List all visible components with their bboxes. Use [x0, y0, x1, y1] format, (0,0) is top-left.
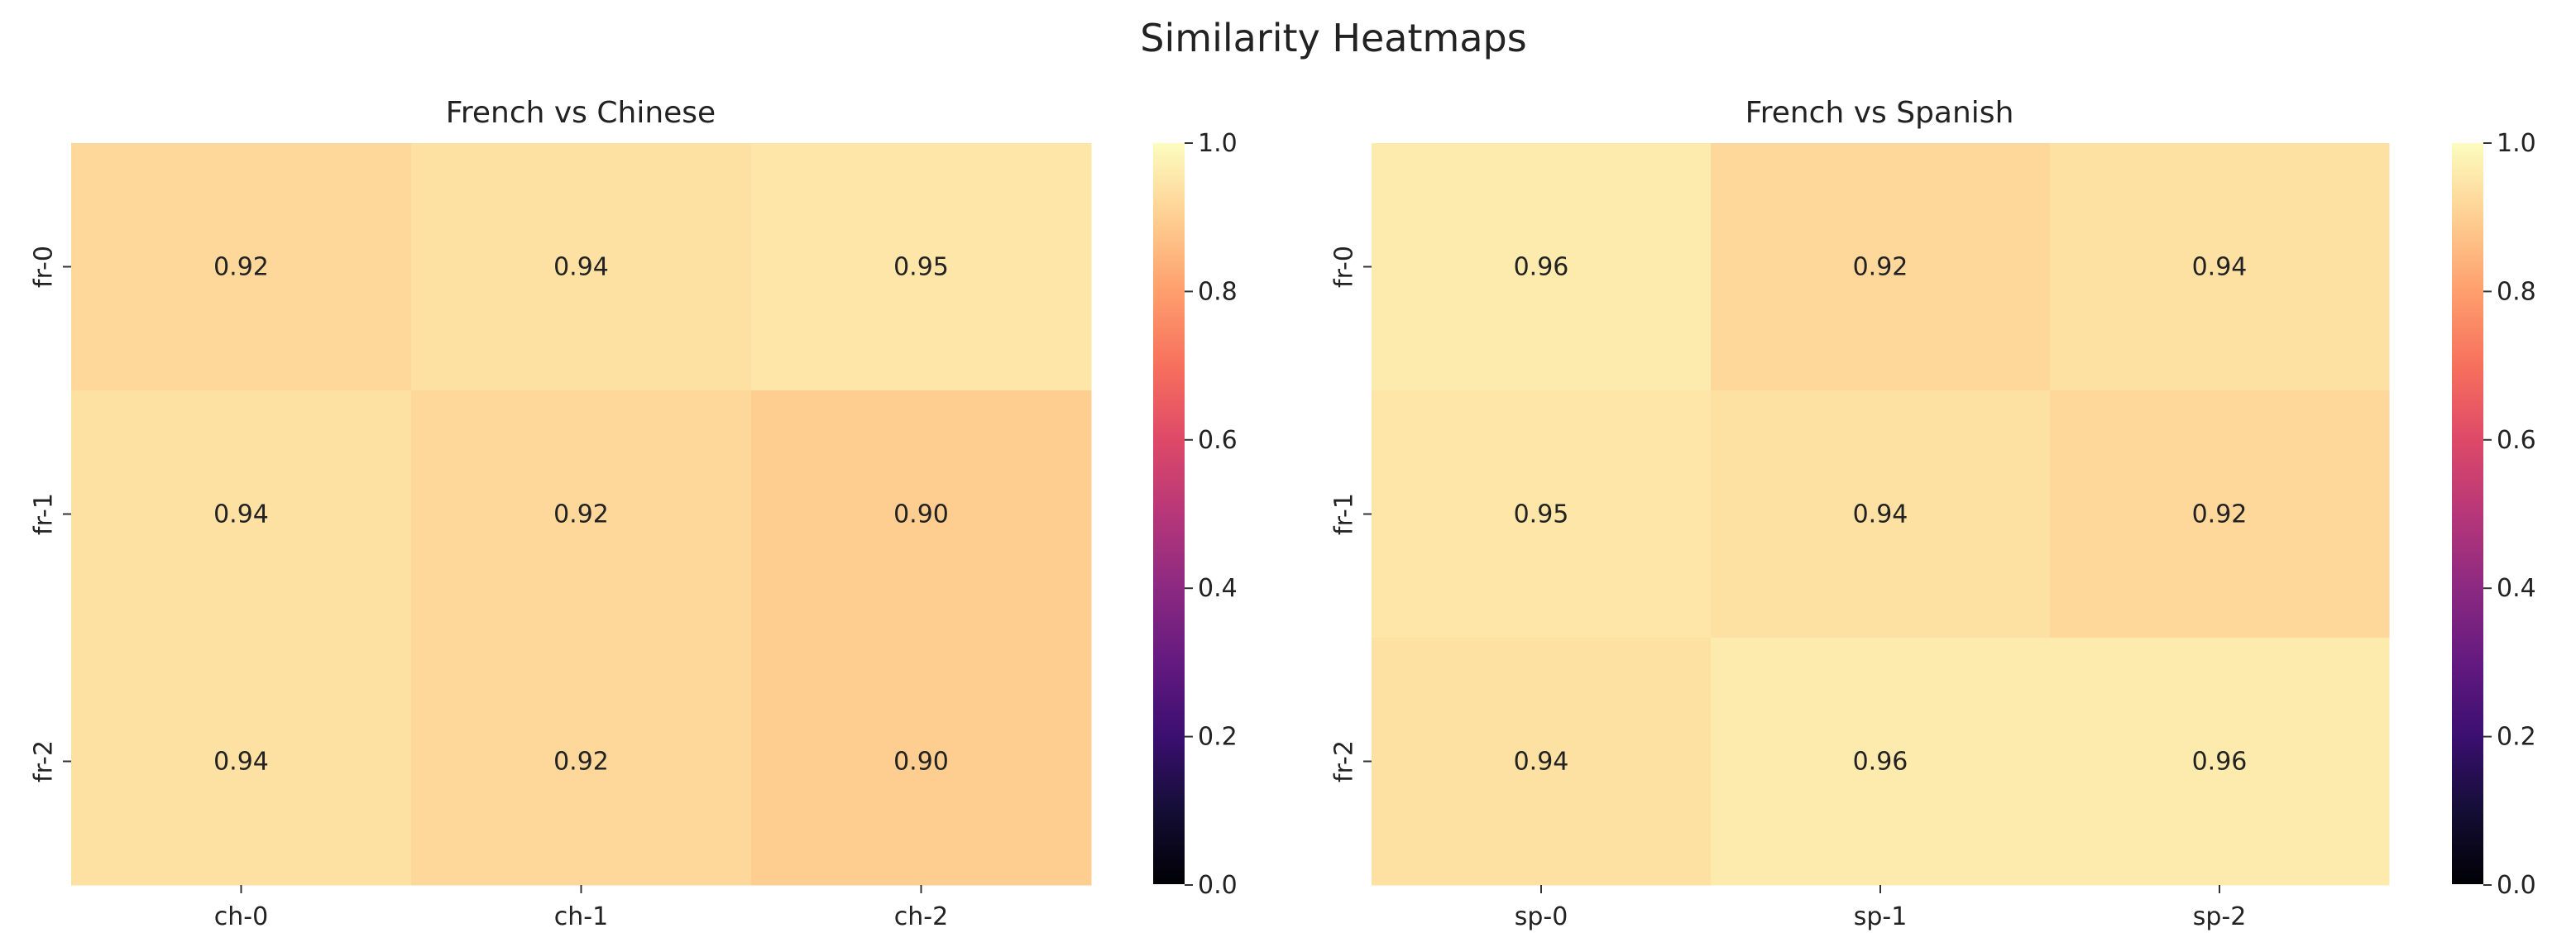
cell-value-r1-c2: 0.92 — [2192, 500, 2248, 529]
colorbar-gradient — [2452, 143, 2483, 884]
y-axis: fr-0 fr-1 fr-2 — [1330, 246, 1372, 782]
figure-title: Similarity Heatmaps — [1140, 16, 1526, 60]
colorbar-ticks: 0.0 0.2 0.4 0.6 0.8 1.0 — [2483, 129, 2536, 900]
heatmap-cell-r0-c0 — [1372, 143, 1712, 391]
colorbar-tick-label-5: 1.0 — [1198, 129, 1238, 158]
colorbar-tick-label-5: 1.0 — [2497, 129, 2536, 158]
y-tick-label-0: fr-0 — [1330, 246, 1359, 288]
cell-value-r0-c1: 0.92 — [1853, 253, 1908, 282]
heatmap-cell-r1-c0 — [71, 390, 412, 639]
colorbar-tick-label-4: 0.8 — [1198, 277, 1238, 306]
colorbar-gradient — [1153, 143, 1185, 884]
x-tick-label-0: sp-0 — [1515, 902, 1568, 931]
y-tick-label-2: fr-2 — [1330, 740, 1359, 782]
y-tick-label-1: fr-1 — [30, 493, 59, 535]
y-axis: fr-0 fr-1 fr-2 — [30, 246, 71, 782]
x-tick-label-1: sp-1 — [1854, 902, 1908, 931]
heatmap-cell-r2-c1 — [411, 638, 752, 886]
cell-value-r2-c1: 0.92 — [553, 748, 609, 777]
heatmap-cell-r2-c2 — [751, 638, 1092, 886]
cell-value-r1-c0: 0.94 — [213, 500, 269, 529]
heatmap-cells — [1372, 143, 2390, 886]
colorbar-ticks: 0.0 0.2 0.4 0.6 0.8 1.0 — [1185, 129, 1238, 900]
cell-value-r2-c2: 0.96 — [2192, 748, 2248, 777]
cell-value-r1-c2: 0.90 — [893, 500, 949, 529]
colorbar-tick-label-3: 0.6 — [2497, 426, 2536, 455]
cell-value-r2-c1: 0.96 — [1853, 748, 1908, 777]
heatmap-cell-r2-c1 — [1711, 638, 2051, 886]
x-tick-label-0: ch-0 — [214, 902, 268, 931]
cell-annotations: 0.92 0.94 0.95 0.94 0.92 0.90 0.94 0.92 0.90 — [213, 253, 949, 777]
heatmap-cell-r0-c2 — [2050, 143, 2390, 391]
x-tick-label-2: sp-2 — [2193, 902, 2247, 931]
x-tick-label-1: ch-1 — [554, 902, 608, 931]
cell-annotations: 0.96 0.92 0.94 0.95 0.94 0.92 0.94 0.96 0.96 — [1514, 253, 2248, 777]
colorbar-tick-label-4: 0.8 — [2497, 277, 2536, 306]
heatmap-panel-french-spanish: French vs Spanish 0.96 0.92 0.940.95 0.94 0.… — [1330, 96, 2536, 931]
heatmap-cell-r1-c1 — [411, 390, 752, 639]
heatmap-cell-r2-c0 — [71, 638, 412, 886]
colorbar: 0.0 0.2 0.4 0.6 0.8 1.0 — [2452, 129, 2536, 900]
cell-value-r2-c0: 0.94 — [1514, 748, 1569, 777]
y-tick-label-2: fr-2 — [30, 740, 59, 782]
heatmap-cell-r2-c0 — [1372, 638, 1712, 886]
colorbar-tick-label-3: 0.6 — [1198, 426, 1238, 455]
heatmap-cell-r1-c2 — [2050, 390, 2390, 639]
cell-value-r1-c0: 0.95 — [1514, 500, 1569, 529]
y-tick-label-1: fr-1 — [1330, 493, 1359, 535]
colorbar-tick-label-2: 0.4 — [1198, 574, 1238, 603]
colorbar-tick-label-0: 0.0 — [2497, 871, 2536, 900]
cell-value-r2-c2: 0.90 — [893, 748, 949, 777]
panel-title: French vs Spanish — [1745, 96, 2014, 130]
heatmap-cell-r0-c0 — [71, 143, 412, 391]
heatmap-cell-r0-c1 — [411, 143, 752, 391]
cell-value-r0-c1: 0.94 — [553, 253, 609, 282]
panel-title: French vs Chinese — [446, 96, 716, 130]
colorbar-tick-label-2: 0.4 — [2497, 574, 2536, 603]
heatmap-panel-french-chinese: French vs Chinese 0.92 0.94 0.950.94 0.92 0.… — [30, 96, 1238, 931]
heatmap-cell-r2-c2 — [2050, 638, 2390, 886]
colorbar-tick-label-1: 0.2 — [1198, 723, 1238, 752]
x-axis: sp-0 sp-1 sp-2 — [1515, 885, 2247, 931]
x-tick-label-2: ch-2 — [894, 902, 948, 931]
heatmap-cells — [71, 143, 1092, 886]
heatmap-cell-r1-c1 — [1711, 390, 2051, 639]
heatmap-cell-r1-c2 — [751, 390, 1092, 639]
cell-value-r0-c2: 0.95 — [893, 253, 949, 282]
colorbar: 0.0 0.2 0.4 0.6 0.8 1.0 — [1153, 129, 1238, 900]
cell-value-r1-c1: 0.94 — [1853, 500, 1908, 529]
cell-value-r0-c0: 0.96 — [1514, 253, 1569, 282]
cell-value-r1-c1: 0.92 — [553, 500, 609, 529]
heatmap-cell-r0-c2 — [751, 143, 1092, 391]
colorbar-tick-label-1: 0.2 — [2497, 723, 2536, 752]
cell-value-r2-c0: 0.94 — [213, 748, 269, 777]
cell-value-r0-c0: 0.92 — [213, 253, 269, 282]
heatmap-cell-r0-c1 — [1711, 143, 2051, 391]
heatmap-cell-r1-c0 — [1372, 390, 1712, 639]
x-axis: ch-0 ch-1 ch-2 — [214, 885, 948, 931]
colorbar-tick-label-0: 0.0 — [1198, 871, 1238, 900]
cell-value-r0-c2: 0.94 — [2192, 253, 2248, 282]
y-tick-label-0: fr-0 — [30, 246, 59, 288]
